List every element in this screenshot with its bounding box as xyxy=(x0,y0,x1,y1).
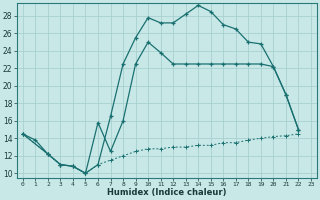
X-axis label: Humidex (Indice chaleur): Humidex (Indice chaleur) xyxy=(107,188,227,197)
